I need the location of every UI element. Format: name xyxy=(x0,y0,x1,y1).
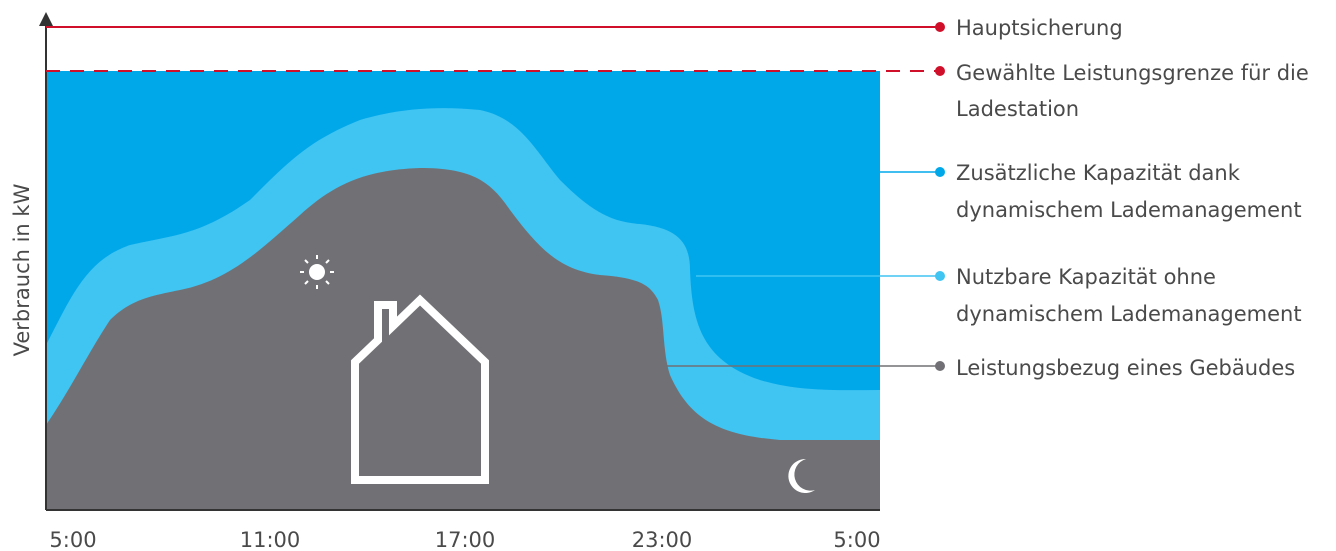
x-tick-label: 5:00 xyxy=(833,528,880,551)
usable-leader-dot xyxy=(935,271,945,281)
y-axis-arrow xyxy=(39,12,53,26)
x-tick-label: 11:00 xyxy=(240,528,301,551)
legend-building-load: Leistungsbezug eines Gebäudes xyxy=(956,356,1295,380)
x-tick-label: 5:00 xyxy=(49,528,96,551)
legend-additional-capacity-line1: Zusätzliche Kapazität dank xyxy=(956,161,1241,185)
main-fuse-dot xyxy=(935,22,945,32)
legend-selected-limit-line2: Ladestation xyxy=(956,97,1079,121)
x-tick-label: 17:00 xyxy=(435,528,496,551)
legend-usable-capacity-line2: dynamischem Lademanagement xyxy=(956,302,1302,326)
selected-limit-dot xyxy=(935,66,945,76)
legend-usable-capacity-line1: Nutzbare Kapazität ohne xyxy=(956,265,1216,289)
legend-selected-limit-line1: Gewählte Leistungsgrenze für die xyxy=(956,61,1309,85)
additional-leader-dot xyxy=(935,167,945,177)
y-axis-label: Verbrauch in kW xyxy=(10,183,34,356)
x-tick-label: 23:00 xyxy=(632,528,693,551)
building-leader-dot xyxy=(935,361,945,371)
moon-icon xyxy=(788,458,815,493)
house-icon xyxy=(351,294,489,484)
legend-main-fuse: Hauptsicherung xyxy=(956,16,1123,40)
legend-additional-capacity-line2: dynamischem Lademanagement xyxy=(956,198,1302,222)
sun-icon xyxy=(300,255,334,289)
